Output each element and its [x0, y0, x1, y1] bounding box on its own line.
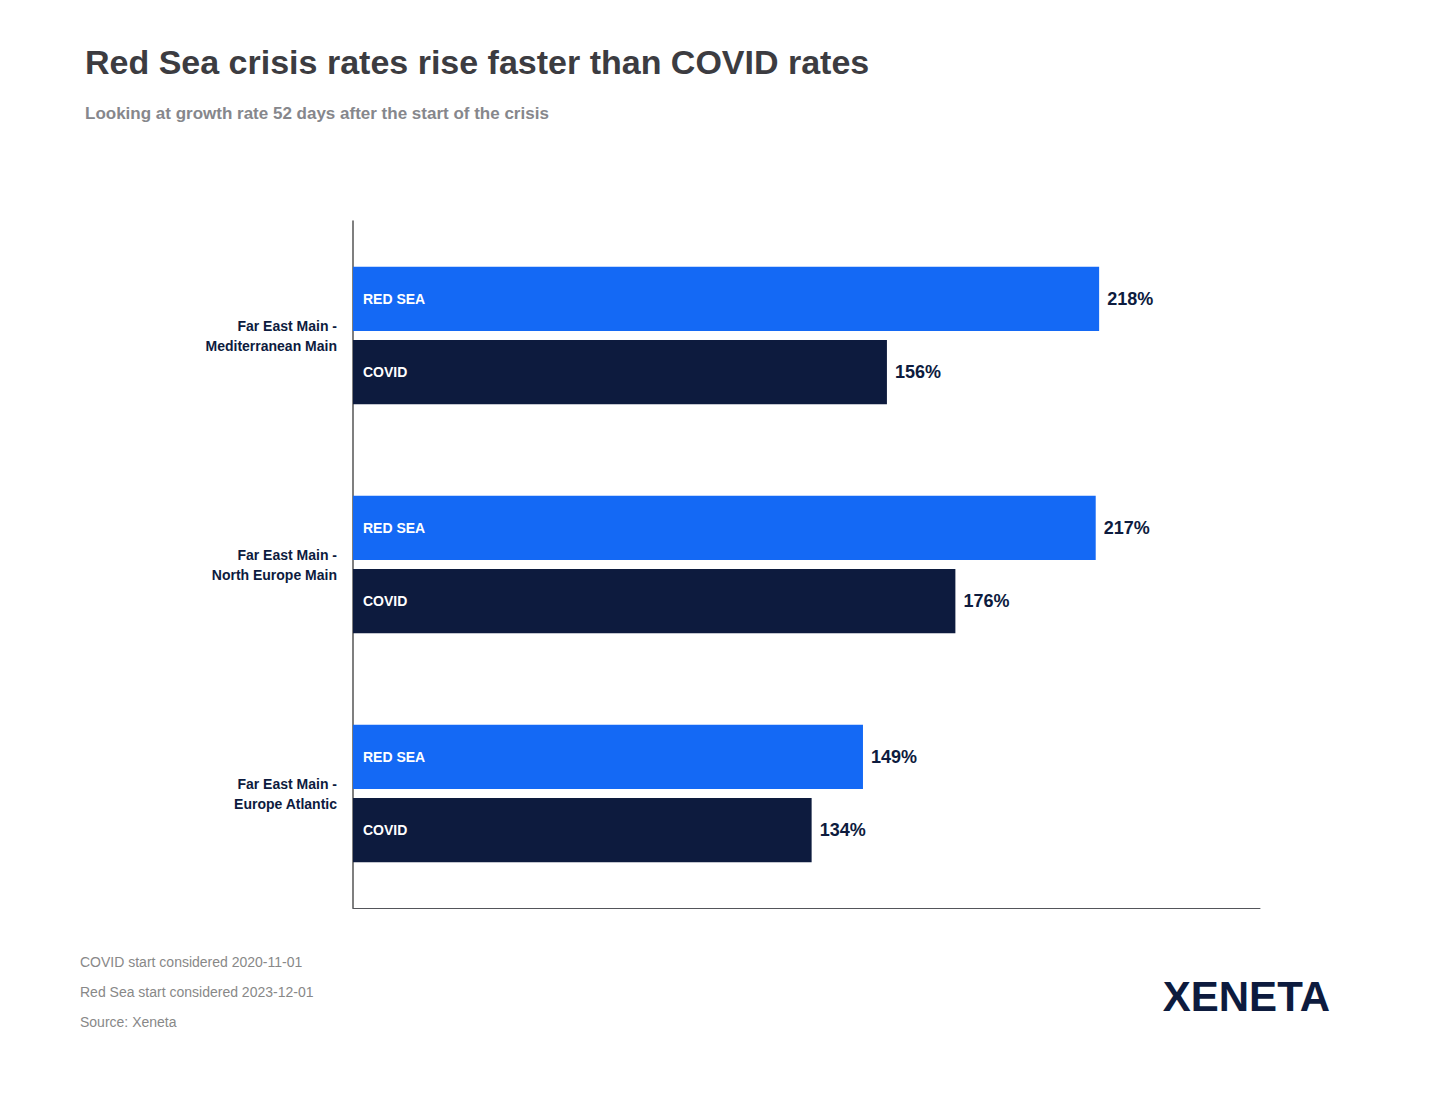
svg-text:156%: 156% [895, 362, 941, 382]
svg-text:RED SEA: RED SEA [363, 291, 425, 307]
svg-text:North Europe Main: North Europe Main [212, 567, 337, 583]
svg-text:Mediterranean Main: Mediterranean Main [206, 338, 337, 354]
svg-text:Red Sea crisis rates rise fast: Red Sea crisis rates rise faster than CO… [85, 43, 869, 81]
svg-text:COVID: COVID [363, 364, 407, 380]
svg-text:COVID: COVID [363, 822, 407, 838]
svg-text:Looking at growth rate 52 days: Looking at growth rate 52 days after the… [85, 104, 549, 123]
svg-text:149%: 149% [871, 747, 917, 767]
svg-text:Red Sea start considered 2023-: Red Sea start considered 2023-12-01 [80, 984, 314, 1000]
svg-text:Far East Main -: Far East Main - [237, 547, 337, 563]
svg-text:176%: 176% [963, 591, 1009, 611]
svg-text:Far East Main -: Far East Main - [237, 318, 337, 334]
svg-text:134%: 134% [820, 820, 866, 840]
svg-text:217%: 217% [1104, 518, 1150, 538]
svg-text:COVID: COVID [363, 593, 407, 609]
svg-text:XENETA: XENETA [1163, 973, 1330, 1020]
svg-text:Source: Xeneta: Source: Xeneta [80, 1014, 177, 1030]
svg-text:RED SEA: RED SEA [363, 749, 425, 765]
svg-text:Far East Main -: Far East Main - [237, 776, 337, 792]
svg-text:COVID start considered 2020-11: COVID start considered 2020-11-01 [80, 954, 303, 970]
svg-text:Europe Atlantic: Europe Atlantic [234, 796, 337, 812]
svg-text:218%: 218% [1107, 289, 1153, 309]
svg-text:RED SEA: RED SEA [363, 520, 425, 536]
